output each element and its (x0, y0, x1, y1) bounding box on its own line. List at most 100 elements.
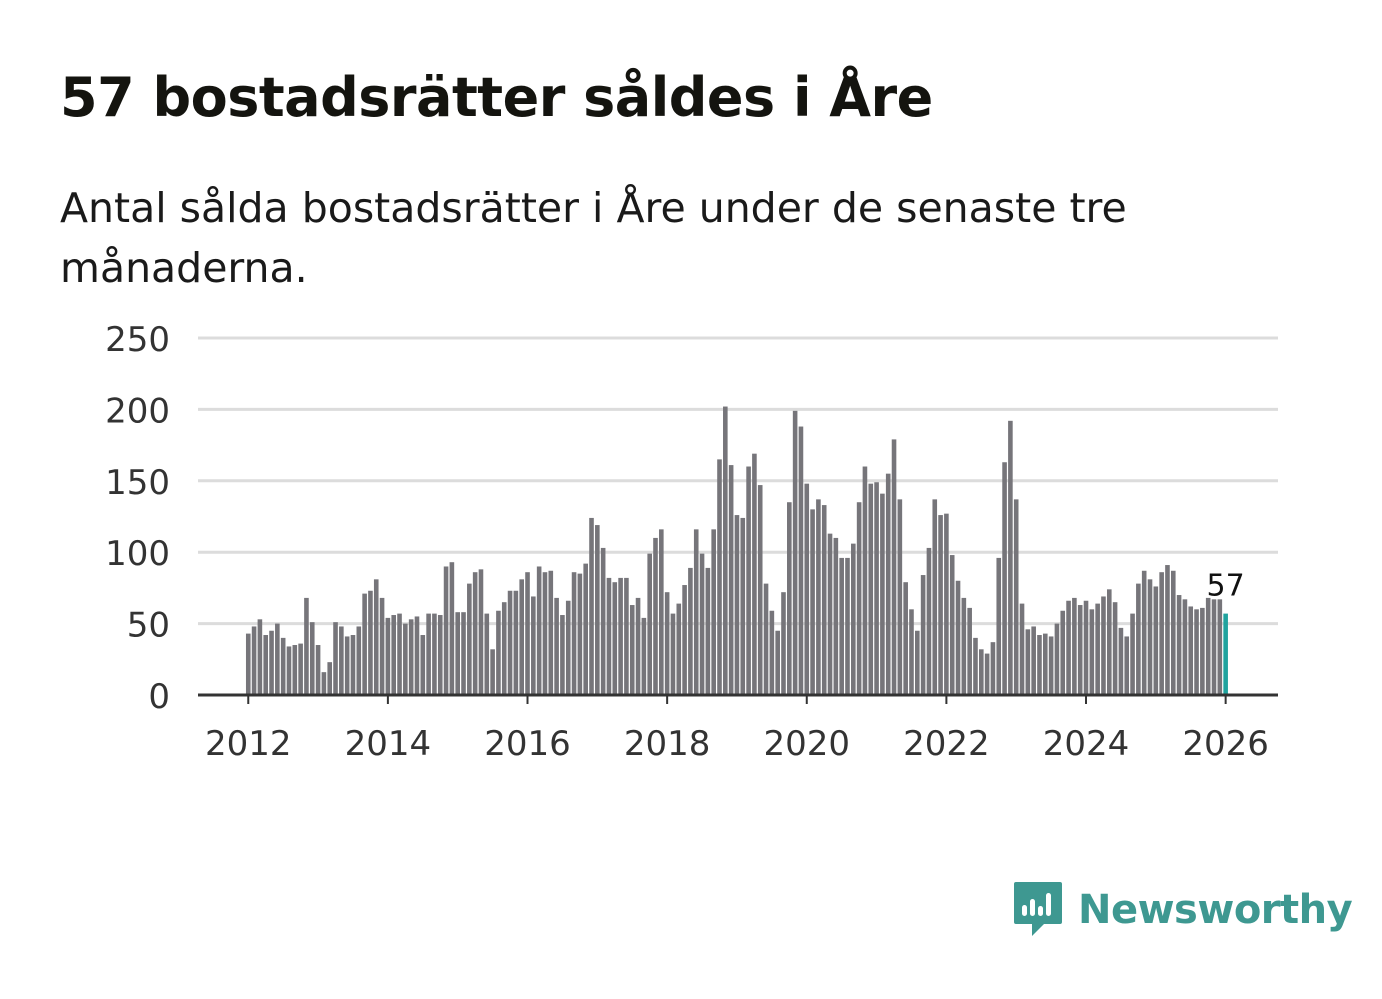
bar (373, 579, 379, 695)
bar (257, 619, 263, 695)
bar (891, 439, 897, 695)
bar (1182, 599, 1188, 695)
bar (821, 505, 827, 695)
bar (1211, 599, 1217, 695)
bar (612, 582, 618, 695)
bar (1013, 499, 1019, 695)
bar (839, 557, 844, 695)
bar (1101, 596, 1106, 695)
bar (810, 509, 815, 695)
bar (484, 613, 490, 695)
bar (1118, 627, 1124, 695)
bar (1025, 629, 1031, 695)
bar (1141, 570, 1147, 695)
bar (507, 590, 513, 695)
bar (542, 572, 548, 695)
bar (1054, 623, 1060, 695)
bar (1159, 572, 1164, 695)
bar (560, 615, 565, 695)
bar (1147, 579, 1153, 695)
bar (856, 502, 862, 695)
y-tick-label: 150 (105, 463, 170, 503)
bar (589, 517, 594, 695)
bars (245, 406, 1228, 695)
bar (1048, 636, 1054, 695)
bar (693, 529, 699, 695)
bar (490, 649, 495, 695)
bar (728, 465, 734, 695)
bar (624, 577, 629, 695)
bar (437, 615, 443, 695)
bar (717, 459, 722, 695)
bar (1002, 462, 1007, 695)
bar (298, 643, 303, 695)
bar (362, 593, 367, 695)
x-tick-label: 2016 (484, 724, 571, 764)
bar (1042, 633, 1048, 695)
bar (385, 617, 391, 695)
bar (275, 623, 280, 695)
bar (1008, 420, 1013, 695)
bar (1188, 606, 1194, 695)
bar (804, 483, 810, 695)
bar (1176, 595, 1182, 695)
bar-latest (1223, 613, 1228, 695)
bar (280, 637, 286, 695)
bar (1165, 565, 1170, 695)
bar (885, 473, 891, 695)
latest-value-label: 57 (1207, 569, 1245, 604)
bar (1194, 609, 1199, 695)
bar (740, 517, 746, 695)
bar (595, 525, 600, 695)
bar (1136, 583, 1141, 695)
bar (1031, 626, 1036, 695)
bar (641, 617, 647, 695)
bar (403, 623, 408, 695)
bar (379, 597, 385, 695)
bar (554, 597, 559, 695)
bar (932, 499, 938, 695)
bar (664, 592, 670, 695)
bar (467, 583, 472, 695)
bar (600, 547, 606, 695)
x-tick-label: 2026 (1182, 724, 1269, 764)
bar (833, 537, 839, 695)
bar (647, 553, 652, 695)
bar (339, 626, 344, 695)
bar (629, 605, 635, 695)
x-tick-label: 2012 (205, 724, 292, 764)
bar (1112, 602, 1118, 695)
bar (1089, 609, 1095, 695)
bar (606, 577, 612, 695)
bar (944, 513, 949, 695)
bar (472, 572, 478, 695)
newsworthy-logo[interactable]: Newsworthy (1010, 878, 1353, 942)
bar (496, 610, 501, 695)
bar (723, 406, 728, 695)
bar (746, 466, 751, 695)
bar (955, 580, 961, 695)
bar (1130, 613, 1135, 695)
bar (862, 466, 868, 695)
bar (909, 609, 914, 695)
bar (432, 613, 437, 695)
bar (536, 566, 542, 695)
bar (309, 622, 315, 695)
bar (1019, 603, 1025, 695)
bar (653, 537, 658, 695)
labels: 0 50 100 150 200 250 2012 2014 2016 2018 2020 2022 2… (105, 320, 1269, 764)
newsworthy-logo-text: Newsworthy (1078, 887, 1353, 933)
bar (984, 653, 990, 695)
bar (397, 613, 402, 695)
bar (1083, 600, 1089, 695)
x-tick-label: 2024 (1043, 724, 1130, 764)
bar (1124, 636, 1130, 695)
bar (996, 557, 1002, 695)
bar (868, 483, 874, 695)
bar (787, 502, 792, 695)
bar (705, 567, 711, 695)
bar (1200, 607, 1205, 695)
bar (682, 585, 687, 695)
bar (897, 499, 903, 695)
chart-title: 57 bostadsrätter såldes i Åre (60, 66, 933, 129)
